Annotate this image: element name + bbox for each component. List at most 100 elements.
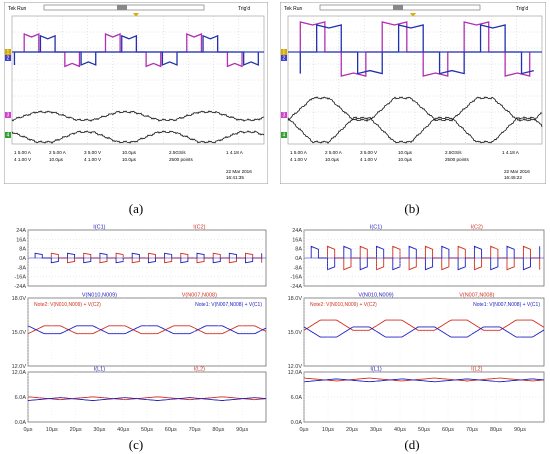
y-tick-label: 18.0V <box>12 296 27 302</box>
channel-marker-label: 2 <box>283 56 286 62</box>
x-tick-label: 90µs <box>236 427 248 433</box>
voltage-trace-ch1 <box>11 110 264 122</box>
x-tick-label: 20µs <box>346 427 358 433</box>
channel-marker <box>281 132 287 138</box>
status-readout: 1 5.00 A <box>290 150 308 155</box>
scope-header-left: Tek Run <box>8 6 27 12</box>
y-tick-label: 0A <box>19 256 26 262</box>
status-readout: 10.0µs <box>325 157 340 162</box>
channel-marker-label: 3 <box>7 113 10 119</box>
y-tick-label: 6.0A <box>291 395 303 401</box>
y-tick-label: 0.0A <box>15 420 27 426</box>
y-tick-label: 16A <box>16 237 26 243</box>
scope-date: 22 Mar 2016 <box>226 169 252 174</box>
channel-marker <box>5 55 11 61</box>
sim-panel-c: 24A 16A 8A 0A -8A -16A -24A I(C1) I(C2) 18.0V 15.0… <box>2 222 270 436</box>
y-tick-label: 12.0V <box>288 364 303 370</box>
x-tick-label: 60µs <box>442 427 454 433</box>
y-tick-label: 12.0A <box>288 370 303 376</box>
channel-marker-label: 3 <box>283 113 286 119</box>
x-tick-label: 40µs <box>117 427 129 433</box>
x-tick-label: 50µs <box>141 427 153 433</box>
y-tick-label: -16A <box>14 275 26 281</box>
note-annotation: Note1: V(N007,N008) + V(C1) <box>473 302 540 308</box>
current-trace-ch2 <box>299 24 534 75</box>
status-readout: 10.0µs <box>49 157 64 162</box>
y-tick-label: 0A <box>295 256 302 262</box>
legend-label: I(C2) <box>471 225 483 231</box>
legend-label: I(C1) <box>370 225 382 231</box>
x-tick-label: 80µs <box>212 427 224 433</box>
y-tick-label: 24A <box>16 228 26 234</box>
x-tick-label: 80µs <box>490 427 502 433</box>
y-tick-label: 24A <box>292 228 302 234</box>
trigger-marker <box>410 13 416 17</box>
status-readout: 4 1.00 V <box>84 157 102 162</box>
channel-marker-label: 2 <box>7 56 10 62</box>
x-tick-label: 10µs <box>46 427 58 433</box>
y-tick-label: 0.0A <box>291 420 303 426</box>
channel-marker-label: 4 <box>7 133 10 139</box>
legend-label: I(L2) <box>194 367 205 373</box>
voltage-trace-ch4 <box>287 116 543 144</box>
scope-date: 22 Mar 2016 <box>504 169 530 174</box>
channel-marker <box>5 112 11 118</box>
status-readout: 1 4.18 A <box>502 150 520 155</box>
y-tick-label: 12.0V <box>12 364 27 370</box>
trigger-marker <box>133 13 139 17</box>
record-window <box>393 5 403 10</box>
scope-time: 16:45:22 <box>504 175 522 180</box>
note-annotation: Note2: V(N010,N009) + V(C2) <box>34 302 101 308</box>
y-tick-label: -16A <box>290 275 302 281</box>
legend-label: V(N010,N009) <box>358 293 393 299</box>
channel-marker-label: 1 <box>7 50 10 56</box>
x-tick-label: 30µs <box>370 427 382 433</box>
x-tick-label: 0µs <box>24 427 33 433</box>
status-readout: 10.0µs <box>122 157 137 162</box>
channel-marker <box>281 49 287 55</box>
channel-marker <box>281 112 287 118</box>
caption-b: (b) <box>404 201 420 216</box>
status-readout: 3 5.00 V <box>360 150 378 155</box>
status-readout: 2500 points <box>445 157 469 162</box>
status-readout: 2500 points <box>169 157 193 162</box>
y-tick-label: 6.0A <box>15 395 27 401</box>
y-tick-label: -8A <box>293 265 302 271</box>
y-tick-label: -24A <box>14 284 26 290</box>
sim-chart-c: 24A 16A 8A 0A -8A -16A -24A I(C1) I(C2) 18.0V 15.0… <box>12 225 267 433</box>
scope-header-right: Trig'd <box>516 6 528 12</box>
ic2-trace <box>327 245 541 271</box>
legend-label: I(C2) <box>193 225 205 231</box>
sim-chart-d: 24A 16A 8A 0A -8A -16A -24A I(C1) I(C2) 18.0V 15.0… <box>288 225 545 433</box>
x-tick-label: 50µs <box>418 427 430 433</box>
x-tick-label: 40µs <box>394 427 406 433</box>
scope-panel-a: Tek Run Trig'd 1 2 3 4 1 5.00 A 2 5.00 A 3 5.00 … <box>4 2 268 184</box>
status-readout: 10.0µs <box>398 157 413 162</box>
channel-marker-label: 1 <box>283 50 286 56</box>
x-tick-label: 70µs <box>466 427 478 433</box>
current-trace-ch2 <box>13 34 259 66</box>
status-readout: 4 1.00 V <box>14 157 32 162</box>
legend-label: V(N010,N009) <box>82 293 117 299</box>
ic2-trace <box>50 252 263 264</box>
y-tick-label: 16A <box>292 237 302 243</box>
x-tick-label: 10µs <box>322 427 334 433</box>
x-tick-label: 60µs <box>165 427 177 433</box>
status-readout: 4 1.00 V <box>290 157 308 162</box>
y-tick-label: -24A <box>290 284 302 290</box>
scope-panel-b: Tek Run Trig'd 1 2 3 4 1 5.00 A 2 5.00 A 3 5.00 … <box>280 2 546 184</box>
channel-marker <box>5 49 11 55</box>
record-window <box>117 5 127 10</box>
caption-a: (a) <box>128 201 144 216</box>
legend-label: I(L1) <box>94 367 105 373</box>
y-tick-label: 12.0A <box>12 370 27 376</box>
y-tick-label: 15.0V <box>288 330 303 336</box>
status-readout: 10.0µs <box>122 150 137 155</box>
status-readout: 2 5.00 A <box>325 150 343 155</box>
upper-trace <box>27 396 267 401</box>
scope-time: 16:41:35 <box>226 175 244 180</box>
voltage-trace-ch4 <box>11 130 265 144</box>
status-readout: 4 1.00 V <box>360 157 378 162</box>
status-readout: 10.0µs <box>398 150 413 155</box>
x-tick-label: 0µs <box>300 427 309 433</box>
